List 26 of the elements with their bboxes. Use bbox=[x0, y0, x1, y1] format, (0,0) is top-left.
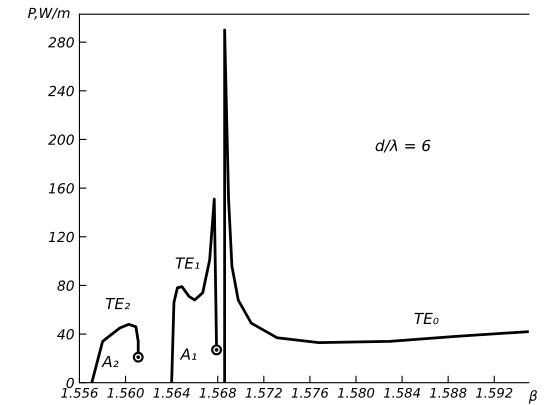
annotation: A₁ bbox=[180, 348, 196, 360]
annotation: d/λ = 6 bbox=[376, 139, 430, 152]
x-tick-label: 1.568 bbox=[199, 388, 236, 398]
y-tick-label: 0 bbox=[66, 378, 74, 388]
y-axis-title: P,W/m bbox=[28, 8, 70, 20]
series-label: TE₁ bbox=[176, 257, 200, 269]
x-tick-label: 1.588 bbox=[430, 388, 466, 398]
series-label: TE₀ bbox=[414, 312, 439, 324]
x-tick-label: 1.564 bbox=[153, 388, 190, 398]
x-tick-label: 1.556 bbox=[61, 388, 98, 398]
series-label: TE₂ bbox=[106, 298, 130, 310]
x-tick-label: 1.580 bbox=[338, 388, 374, 398]
x-tick-label: 1.572 bbox=[246, 388, 282, 398]
y-tick-label: 160 bbox=[48, 183, 74, 194]
y-tick-label: 240 bbox=[48, 86, 74, 96]
x-axis-title: β bbox=[528, 390, 537, 404]
x-tick-label: 1.560 bbox=[107, 388, 144, 398]
x-tick-label: 1.584 bbox=[384, 388, 420, 398]
y-tick-label: 120 bbox=[48, 232, 74, 242]
y-tick-label: 280 bbox=[48, 37, 74, 48]
x-tick-label: 1.576 bbox=[292, 388, 328, 398]
y-tick-label: 40 bbox=[57, 329, 74, 340]
annotation: A₂ bbox=[101, 356, 119, 368]
x-tick-label: 1.592 bbox=[476, 388, 512, 398]
y-tick-label: 80 bbox=[57, 280, 74, 291]
y-tick-label: 200 bbox=[48, 134, 74, 145]
